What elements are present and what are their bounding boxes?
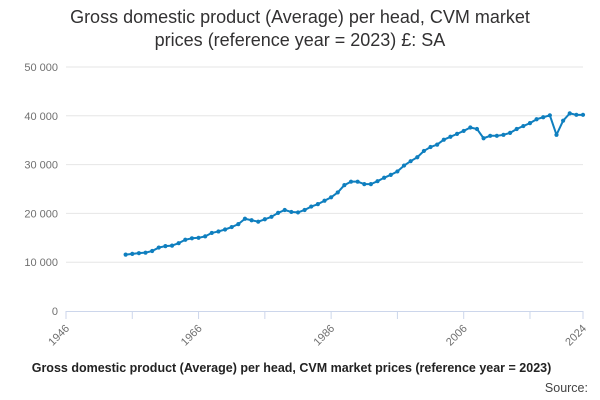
data-point bbox=[428, 144, 433, 150]
x-axis-label: Gross domestic product (Average) per hea… bbox=[31, 361, 552, 375]
data-point bbox=[481, 136, 486, 141]
data-point bbox=[203, 234, 208, 239]
chart-title-line-2: prices (reference year = 2023) £: SA bbox=[154, 30, 446, 50]
x-tick-label: 1946 bbox=[46, 323, 72, 349]
data-point bbox=[388, 172, 393, 177]
data-point bbox=[441, 137, 446, 142]
x-tick-label: 1966 bbox=[179, 323, 205, 349]
data-point bbox=[302, 207, 307, 213]
chart-title: Gross domestic product (Average) per hea… bbox=[0, 6, 600, 52]
data-point bbox=[461, 128, 466, 134]
data-point bbox=[249, 218, 254, 223]
data-point bbox=[222, 227, 228, 232]
data-point bbox=[123, 252, 128, 257]
data-point bbox=[229, 224, 234, 230]
data-point bbox=[554, 132, 559, 137]
data-point bbox=[282, 207, 287, 213]
data-point bbox=[156, 245, 161, 250]
data-point bbox=[355, 179, 360, 184]
data-point bbox=[501, 132, 506, 137]
data-point bbox=[395, 169, 400, 174]
data-point bbox=[567, 111, 572, 116]
data-point bbox=[183, 237, 188, 242]
data-point bbox=[401, 163, 407, 168]
data-point bbox=[474, 126, 480, 132]
data-point bbox=[136, 251, 142, 256]
x-tick-label: 1986 bbox=[311, 323, 337, 349]
data-point bbox=[368, 182, 373, 187]
data-point bbox=[534, 117, 539, 122]
data-point bbox=[561, 118, 566, 123]
data-point bbox=[143, 250, 148, 255]
y-axis-ticks: 0 10 000 20 000 30 000 40 000 50 000 bbox=[24, 62, 58, 318]
data-point bbox=[468, 125, 473, 130]
chart-title-line-1: Gross domestic product (Average) per hea… bbox=[70, 7, 530, 27]
data-point bbox=[527, 121, 533, 126]
data-point bbox=[322, 198, 327, 203]
data-point bbox=[514, 126, 519, 132]
data-point bbox=[196, 235, 201, 240]
y-tick-label: 0 bbox=[52, 306, 58, 318]
data-point bbox=[262, 217, 267, 222]
x-axis: 1946 1966 1986 2006 2024 bbox=[46, 311, 589, 348]
data-point bbox=[309, 204, 314, 209]
data-point bbox=[216, 229, 221, 234]
data-point bbox=[315, 202, 320, 207]
data-point bbox=[547, 113, 552, 118]
data-point bbox=[494, 133, 499, 138]
series-group bbox=[123, 111, 586, 257]
data-point bbox=[150, 248, 155, 254]
data-point bbox=[580, 112, 586, 117]
data-point bbox=[289, 209, 294, 215]
data-point bbox=[335, 190, 340, 195]
data-point bbox=[382, 175, 387, 180]
data-point bbox=[448, 134, 453, 139]
data-point bbox=[375, 179, 380, 184]
x-tick-label: 2006 bbox=[444, 323, 470, 349]
data-point bbox=[163, 243, 168, 249]
series-line-0 bbox=[124, 112, 584, 256]
data-point bbox=[342, 182, 347, 188]
data-point bbox=[130, 251, 135, 257]
data-point bbox=[236, 222, 241, 227]
data-point bbox=[488, 133, 493, 138]
data-point bbox=[256, 219, 261, 224]
y-tick-label: 10 000 bbox=[24, 257, 58, 269]
data-point bbox=[435, 142, 440, 147]
data-point bbox=[295, 210, 301, 215]
data-point bbox=[574, 112, 579, 117]
y-tick-label: 30 000 bbox=[24, 160, 58, 172]
data-point bbox=[521, 123, 526, 129]
data-point bbox=[189, 236, 195, 241]
y-tick-label: 40 000 bbox=[24, 111, 58, 123]
x-tick-label: 2024 bbox=[563, 323, 589, 349]
data-point bbox=[209, 230, 214, 236]
data-point bbox=[276, 210, 281, 216]
data-point bbox=[269, 214, 274, 219]
data-point bbox=[408, 159, 413, 164]
data-point bbox=[421, 148, 427, 154]
data-point bbox=[176, 241, 181, 246]
data-point bbox=[507, 130, 513, 135]
source-label: Source: bbox=[544, 381, 588, 395]
y-tick-label: 20 000 bbox=[24, 208, 58, 220]
data-point bbox=[329, 195, 334, 200]
data-point bbox=[454, 131, 460, 136]
y-tick-label: 50 000 bbox=[24, 62, 58, 74]
gridlines bbox=[66, 66, 583, 263]
data-point bbox=[169, 243, 175, 248]
data-point bbox=[362, 182, 367, 187]
data-point bbox=[348, 179, 354, 184]
data-point bbox=[415, 155, 420, 160]
data-point bbox=[242, 216, 248, 221]
data-point bbox=[541, 115, 546, 120]
